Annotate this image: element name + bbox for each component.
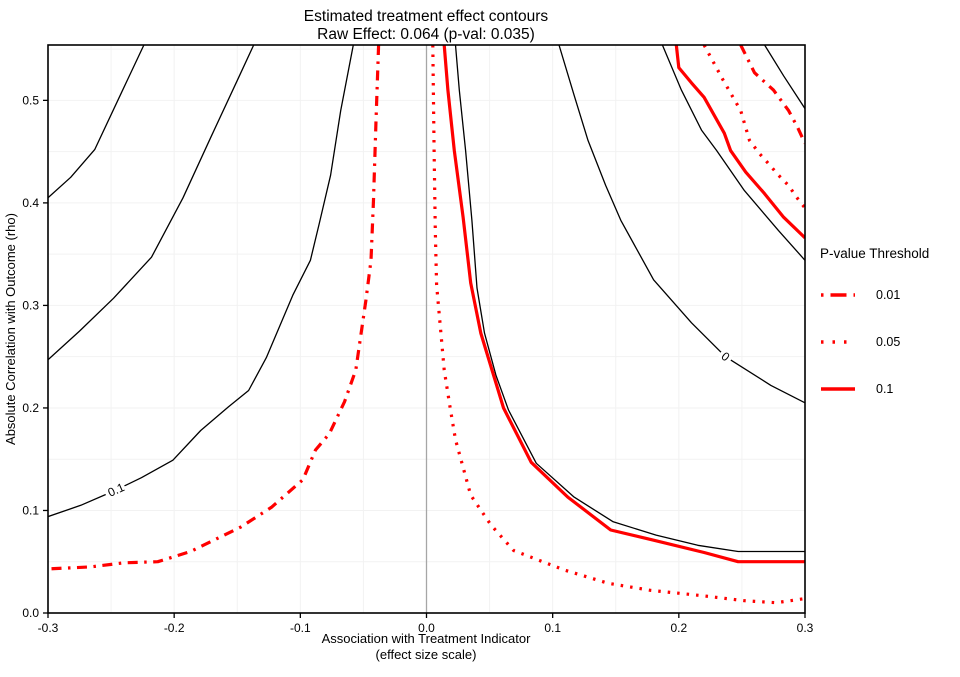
pvalue-contour-0.01 <box>48 45 381 571</box>
x-tick-label: 0.1 <box>544 621 561 635</box>
contour-labels: 0.10 <box>102 346 736 504</box>
y-tick-label: 0.3 <box>22 298 39 312</box>
pvalue-contour-0.01 <box>739 45 805 145</box>
legend-entry-0.01: 0.01 <box>820 281 958 308</box>
x-tick-label: 0.2 <box>670 621 687 635</box>
dashdot-line-swatch <box>821 292 855 297</box>
x-tick-label: -0.2 <box>164 621 185 635</box>
estimate-contour <box>48 45 145 199</box>
y-tick-label: 0.4 <box>22 196 39 210</box>
legend: P-value Threshold 0.01 0.05 0.1 <box>820 246 958 422</box>
contour-label-0.1: 0.1 <box>106 480 127 500</box>
legend-entry-0.1: 0.1 <box>820 375 958 402</box>
x-axis-title-line2: (effect size scale) <box>376 647 477 662</box>
legend-label: 0.1 <box>876 381 894 396</box>
chart-title-line1: Estimated treatment effect contours <box>304 8 549 25</box>
y-axis-ticks: 0.0 0.1 0.2 0.3 0.4 0.5 <box>22 93 48 620</box>
x-tick-label: 0.3 <box>797 621 814 635</box>
solid-line-swatch <box>821 386 855 391</box>
y-tick-label: 0.2 <box>22 401 39 415</box>
dotted-line-swatch <box>821 339 855 344</box>
pvalue-contour-0.05 <box>702 45 805 209</box>
estimate-contour <box>454 45 805 553</box>
estimate-contour <box>48 45 255 361</box>
legend-title: P-value Threshold <box>820 246 930 261</box>
x-tick-label: -0.3 <box>38 621 59 635</box>
estimate-contour <box>764 45 805 109</box>
pvalue-contour-0.05 <box>431 45 805 605</box>
chart-title-line2: Raw Effect: 0.064 (p-val: 0.035) <box>317 26 535 43</box>
y-axis-title: Absolute Correlation with Outcome (rho) <box>3 213 18 445</box>
estimate-contour-0.1 <box>48 45 354 518</box>
x-tick-label: 0.0 <box>418 621 435 635</box>
estimate-contours <box>48 45 805 553</box>
pvalue-contours <box>48 45 805 605</box>
estimate-contour <box>661 45 805 261</box>
x-tick-label: -0.1 <box>290 621 311 635</box>
x-axis-ticks: -0.3 -0.2 -0.1 0.0 0.1 0.2 0.3 <box>38 613 814 635</box>
legend-label: 0.05 <box>876 334 901 349</box>
y-tick-label: 0.0 <box>22 606 39 620</box>
estimate-contour-0 <box>558 45 805 404</box>
y-tick-label: 0.1 <box>22 503 39 517</box>
pvalue-contour-0.1 <box>674 45 805 239</box>
x-axis-title-line1: Association with Treatment Indicator <box>322 631 531 646</box>
legend-entry-0.05: 0.05 <box>820 328 958 355</box>
y-tick-label: 0.5 <box>22 93 39 107</box>
pvalue-contour-0.1 <box>442 45 805 564</box>
legend-label: 0.01 <box>876 287 901 302</box>
